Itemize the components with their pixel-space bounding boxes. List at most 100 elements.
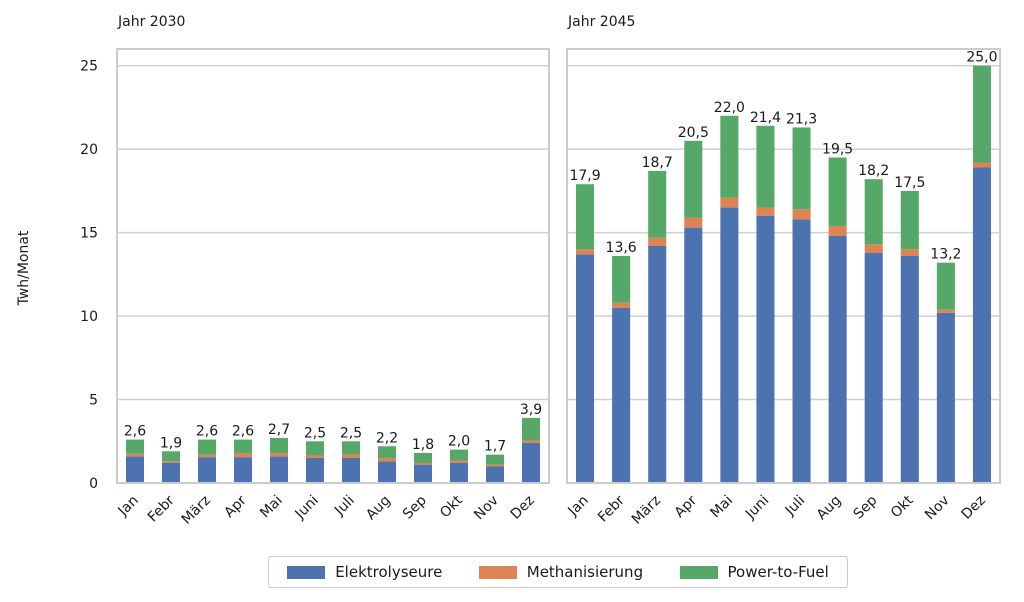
bar-elektrolyseure bbox=[450, 462, 468, 483]
bar-methanisierung bbox=[972, 162, 991, 168]
bar-elektrolyseure bbox=[900, 255, 919, 483]
x-tick-label: Sep bbox=[400, 492, 430, 522]
x-tick-label: Mai bbox=[257, 493, 286, 522]
bar-methanisierung bbox=[864, 244, 883, 253]
data-label: 17,9 bbox=[569, 168, 600, 184]
bar-methanisierung bbox=[270, 452, 288, 457]
data-label: 1,9 bbox=[160, 435, 182, 451]
legend-label-methanisierung: Methanisierung bbox=[526, 563, 644, 581]
bar-power-to-fuel bbox=[576, 184, 595, 250]
bar-methanisierung bbox=[900, 249, 919, 256]
bar-power-to-fuel bbox=[612, 255, 631, 303]
bar-methanisierung bbox=[936, 309, 955, 313]
data-label: 3,9 bbox=[520, 402, 542, 418]
bar-methanisierung bbox=[162, 461, 180, 463]
bar-elektrolyseure bbox=[684, 227, 703, 483]
data-label: 22,0 bbox=[714, 100, 745, 116]
bar-elektrolyseure bbox=[198, 457, 216, 483]
x-tick-label: Jan bbox=[115, 493, 142, 520]
bar-methanisierung bbox=[198, 454, 216, 458]
y-tick-label: 20 bbox=[80, 142, 98, 158]
data-label: 18,7 bbox=[642, 155, 673, 171]
x-tick-label: Febr bbox=[145, 492, 178, 525]
x-tick-label: Febr bbox=[595, 492, 628, 525]
bar-power-to-fuel bbox=[342, 441, 360, 455]
x-tick-label: Aug bbox=[814, 493, 845, 524]
data-label: 2,7 bbox=[268, 422, 290, 438]
y-tick-label: 15 bbox=[80, 226, 98, 242]
bar-methanisierung bbox=[828, 225, 847, 236]
x-tick-label: Okt bbox=[437, 492, 466, 521]
x-tick-label: Nov bbox=[922, 493, 953, 524]
bar-power-to-fuel bbox=[414, 452, 432, 463]
x-tick-label: Dez bbox=[508, 493, 538, 523]
bar-methanisierung bbox=[450, 460, 468, 463]
bar-power-to-fuel bbox=[378, 446, 396, 458]
bar-power-to-fuel bbox=[972, 65, 991, 163]
x-tick-label: Juni bbox=[292, 493, 322, 523]
bar-methanisierung bbox=[486, 464, 504, 467]
bar-methanisierung bbox=[756, 207, 775, 216]
bar-methanisierung bbox=[522, 440, 540, 443]
x-tick-label: Nov bbox=[471, 493, 502, 524]
data-label: 20,5 bbox=[678, 125, 709, 141]
x-tick-label: Okt bbox=[888, 492, 917, 521]
x-tick-label: Jan bbox=[565, 493, 592, 520]
legend-item: Power-to-Fuel bbox=[679, 563, 829, 581]
bar-elektrolyseure bbox=[378, 461, 396, 483]
bar-elektrolyseure bbox=[972, 167, 991, 483]
bar-power-to-fuel bbox=[306, 441, 324, 456]
panel-frame bbox=[116, 48, 550, 484]
chart: Twh/Monat Jahr 2030 0 5 10 15 20 25 2,6 Jan 1,9 Fe… bbox=[16, 14, 1001, 528]
bar-power-to-fuel bbox=[828, 157, 847, 226]
bar-methanisierung bbox=[576, 249, 595, 255]
y-axis-label: Twh/Monat bbox=[16, 230, 32, 306]
panel-frame bbox=[566, 48, 1001, 484]
bar-elektrolyseure bbox=[720, 207, 739, 484]
data-label: 21,3 bbox=[786, 111, 817, 127]
y-tick-label: 10 bbox=[80, 309, 98, 325]
y-tick-label: 0 bbox=[89, 476, 98, 492]
legend-swatch-power-to-fuel bbox=[679, 565, 718, 579]
data-label: 2,5 bbox=[340, 425, 362, 441]
data-label: 13,6 bbox=[606, 240, 637, 256]
bar-methanisierung bbox=[612, 302, 631, 308]
bar-power-to-fuel bbox=[162, 451, 180, 462]
bar-power-to-fuel bbox=[234, 439, 252, 453]
data-label: 1,7 bbox=[484, 439, 506, 455]
data-label: 21,4 bbox=[750, 110, 781, 126]
bar-methanisierung bbox=[720, 197, 739, 208]
panel-title: Jahr 2030 bbox=[117, 14, 185, 30]
bar-elektrolyseure bbox=[270, 456, 288, 483]
bar-power-to-fuel bbox=[864, 179, 883, 245]
y-tick-label: 25 bbox=[80, 59, 98, 75]
bar-elektrolyseure bbox=[522, 442, 540, 483]
legend-item: Elektrolyseure bbox=[287, 563, 442, 581]
bar-power-to-fuel bbox=[756, 125, 775, 208]
bar-methanisierung bbox=[414, 462, 432, 465]
x-tick-label: März bbox=[179, 493, 214, 528]
y-tick-label: 5 bbox=[89, 393, 98, 409]
bar-methanisierung bbox=[792, 209, 811, 220]
bar-power-to-fuel bbox=[648, 170, 667, 238]
x-tick-label: Apr bbox=[221, 492, 250, 521]
bar-power-to-fuel bbox=[198, 439, 216, 455]
x-tick-label: Apr bbox=[672, 492, 701, 521]
x-tick-label: Juni bbox=[742, 493, 772, 523]
bar-elektrolyseure bbox=[576, 254, 595, 483]
panel-1: Jahr 2030 0 5 10 15 20 25 2,6 Jan 1,9 Febr 2,6 März 2… bbox=[80, 14, 550, 528]
bar-elektrolyseure bbox=[648, 245, 667, 483]
bar-elektrolyseure bbox=[828, 235, 847, 483]
bar-elektrolyseure bbox=[234, 457, 252, 483]
bar-power-to-fuel bbox=[270, 437, 288, 453]
bar-elektrolyseure bbox=[306, 457, 324, 483]
legend-item: Methanisierung bbox=[478, 563, 644, 581]
legend-swatch-elektrolyseure bbox=[287, 565, 326, 579]
x-tick-label: Juli bbox=[782, 493, 809, 520]
bar-elektrolyseure bbox=[486, 466, 504, 483]
panel-title: Jahr 2045 bbox=[567, 14, 635, 30]
bar-power-to-fuel bbox=[450, 449, 468, 461]
data-label: 17,5 bbox=[894, 175, 925, 191]
data-label: 13,2 bbox=[930, 247, 961, 263]
bar-power-to-fuel bbox=[522, 417, 540, 441]
